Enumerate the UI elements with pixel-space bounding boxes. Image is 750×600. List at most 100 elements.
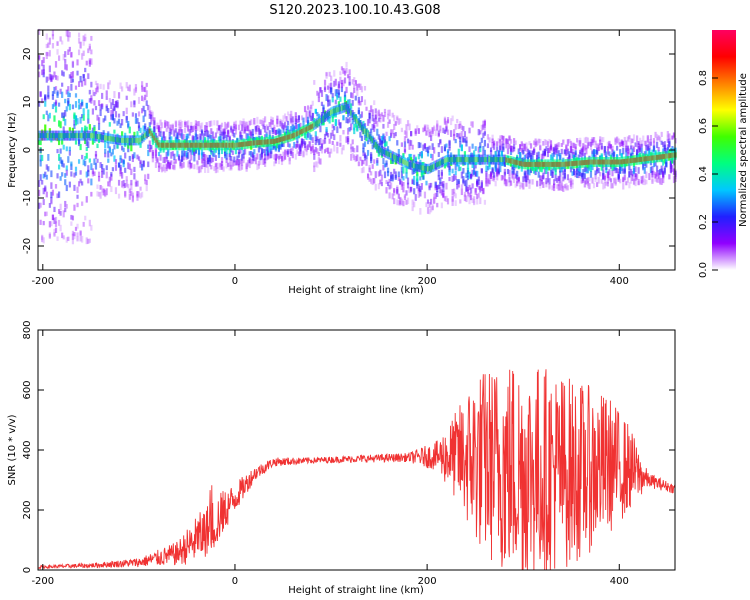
heatmap-cell [270,144,273,150]
heatmap-cell [81,235,84,243]
heatmap-cell [156,157,159,163]
heatmap-cell [410,140,413,146]
heatmap-ridge-halo [660,151,663,162]
heatmap-cell [456,118,459,124]
heatmap-cell [277,144,281,152]
heatmap-cell [423,124,427,131]
heatmap-cell [262,158,265,165]
heatmap-cell [523,143,526,151]
heatmap-cell [328,116,331,124]
heatmap-cell [297,144,300,150]
heatmap-cell [245,163,248,170]
heatmap-cell [620,141,623,146]
heatmap-cell [239,158,242,165]
heatmap-cell [96,86,99,93]
heatmap-cell [499,145,502,151]
heatmap-cell [485,181,488,187]
heatmap-cell [313,153,316,160]
heatmap-ridge-halo [340,103,344,114]
heatmap-ridge-halo [474,154,477,165]
heatmap-cell [606,178,609,184]
heatmap-cell [196,160,199,165]
heatmap-cell [371,115,374,122]
heatmap-cell [110,172,113,177]
heatmap-cell [290,148,293,154]
heatmap-cell [247,124,250,132]
heatmap-ridge-halo [119,135,122,146]
heatmap-cell [125,82,128,89]
heatmap-cell [48,37,51,45]
heatmap-cell [48,232,51,238]
heatmap-cell [148,110,151,116]
heatmap-cell [102,130,105,135]
heatmap-cell [207,135,210,143]
heatmap-cell [121,171,124,179]
heatmap-cell [193,154,196,162]
heatmap-cell [545,167,548,174]
heatmap-cell [459,140,462,148]
heatmap-ridge-halo [156,137,159,148]
heatmap-cell [397,200,400,206]
heatmap-cell [430,135,433,142]
heatmap-cell [99,109,102,117]
heatmap-cell [38,202,41,209]
heatmap-cell [606,181,609,187]
heatmap-cell [88,238,91,243]
heatmap-cell [331,96,334,103]
heatmap-ridge-halo [128,135,131,146]
heatmap-cell [463,180,467,187]
heatmap-ridge-halo [263,137,267,148]
heatmap-cell [356,145,359,153]
heatmap-cell [268,130,271,137]
snr-x-tick-label: -200 [31,576,54,587]
heatmap-ridge-halo [64,130,67,141]
heatmap-cell [47,52,50,57]
heatmap-ridge-halo [245,138,248,149]
heatmap-cell [97,171,101,178]
heatmap-cell [616,154,619,159]
heatmap-cell [434,182,437,189]
heatmap-cell [271,117,274,122]
heatmap-ridge-halo [265,136,268,147]
heatmap-cell [611,182,614,189]
heatmap-cell [39,159,42,167]
heatmap-cell [626,177,629,183]
heatmap-cell [319,158,322,165]
heatmap-cell [549,144,553,150]
heatmap-cell [548,138,551,144]
heatmap-ridge-halo [373,137,376,148]
heatmap-cell [242,149,245,156]
heatmap-cell [514,172,517,179]
heatmap-cell [377,117,380,122]
heatmap-cell [554,145,557,153]
heatmap-cell [310,146,313,152]
heatmap-ridge-halo [336,104,339,115]
heatmap-ridge-halo [568,158,571,169]
heatmap-cell [640,180,643,185]
heatmap-cell [228,152,231,158]
heatmap-cell [379,169,382,176]
spectrogram-y-tick-label: -20 [22,238,33,254]
heatmap-cell [393,123,396,130]
heatmap-cell [116,120,119,126]
heatmap-cell [580,147,583,153]
heatmap-cell [513,146,516,152]
heatmap-cell [648,173,651,181]
heatmap-cell [85,237,88,245]
heatmap-cell [674,169,677,176]
heatmap-cell [462,137,465,143]
heatmap-cell [53,71,56,78]
heatmap-cell [459,123,462,129]
heatmap-cell [59,121,62,129]
heatmap-cell [84,155,87,161]
heatmap-cell [205,125,208,131]
heatmap-cell [136,194,139,201]
heatmap-ridge-halo [426,164,430,175]
heatmap-cell [583,152,586,159]
heatmap-cell [139,161,142,168]
heatmap-cell [96,114,99,121]
heatmap-cell [342,79,345,87]
heatmap-cell [256,124,259,132]
heatmap-ridge-halo [513,156,516,167]
heatmap-cell [283,149,287,156]
